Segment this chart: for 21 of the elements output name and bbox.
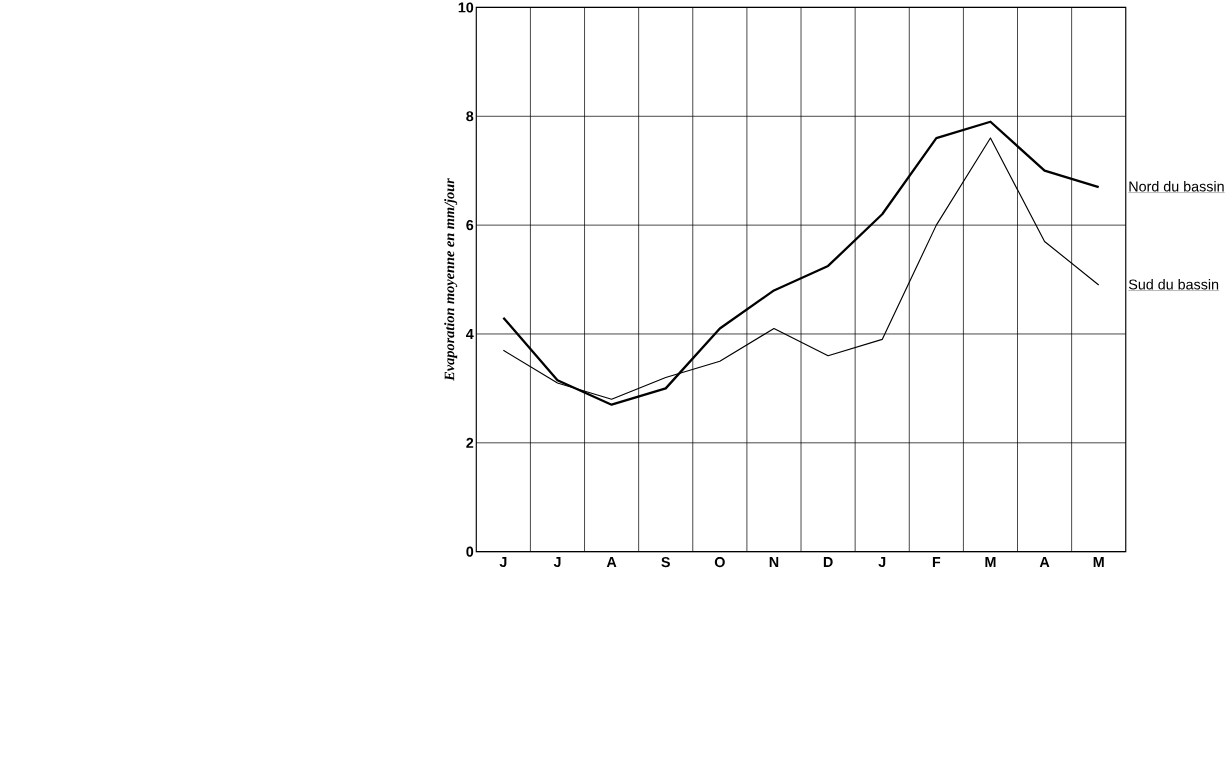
y-tick-label: 10 (458, 2, 474, 13)
x-tick-label: J (878, 556, 886, 567)
text: Sud du bassin (1128, 278, 1219, 290)
x-tick-label: M (985, 556, 996, 567)
y-tick-label: 0 (466, 546, 474, 557)
x-tick-label: M (1093, 556, 1104, 567)
x-tick-label: J (553, 556, 561, 567)
y-tick-label: 2 (466, 437, 474, 448)
x-tick-label: S (661, 556, 670, 567)
y-axis-title: Evaporation moyenne en mm/jour (444, 177, 458, 381)
y-tick-label: 8 (466, 111, 474, 122)
x-tick-label: J (499, 556, 507, 567)
y-tick-label: 6 (466, 219, 474, 230)
y-tick-label: 4 (466, 328, 474, 339)
x-tick-label: N (769, 556, 779, 567)
x-tick-label: A (1039, 556, 1050, 567)
text: Nord du bassin (1129, 180, 1224, 192)
x-tick-label: D (823, 556, 833, 567)
x-tick-label: A (606, 556, 617, 567)
x-tick-label: F (932, 556, 941, 567)
x-tick-label: O (714, 556, 725, 567)
